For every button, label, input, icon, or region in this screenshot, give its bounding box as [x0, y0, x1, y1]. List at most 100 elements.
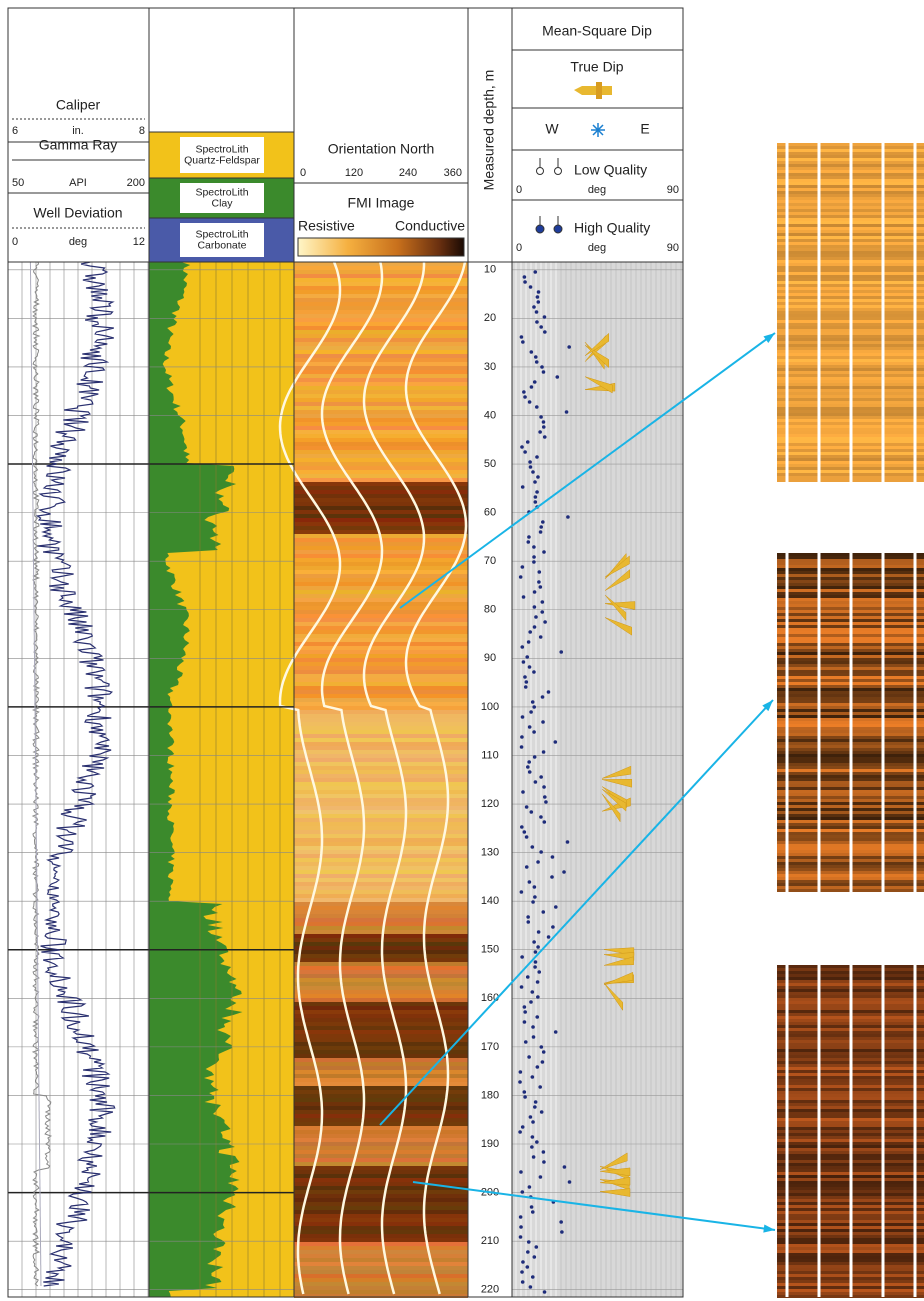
fmi-band — [294, 458, 468, 462]
dip-point — [523, 1095, 527, 1099]
dip-point — [540, 1045, 544, 1049]
dip-point — [531, 1275, 535, 1279]
fmi-band — [294, 1290, 468, 1294]
fmi-band — [294, 326, 468, 330]
fmi-band — [294, 1254, 468, 1258]
fmi-band — [294, 482, 468, 486]
dip-point — [531, 900, 535, 904]
low-quality-label: Low Quality — [574, 162, 647, 178]
fmi-band — [294, 1242, 468, 1246]
legend-label: Clay — [211, 197, 233, 209]
fmi-band — [294, 890, 468, 894]
fmi-band — [294, 830, 468, 834]
dip-point — [519, 1235, 523, 1239]
depth-tick-label: 100 — [481, 701, 499, 713]
dip-point — [531, 1120, 535, 1124]
fmi-band — [294, 770, 468, 774]
dip-point — [539, 325, 543, 329]
fmi-band — [294, 662, 468, 666]
dip-point — [525, 805, 529, 809]
fmi-band — [294, 798, 468, 802]
fmi-band — [294, 410, 468, 414]
dip-point — [533, 270, 537, 274]
fmi-band — [294, 686, 468, 690]
fmi-band — [294, 1250, 468, 1254]
fmi-band — [294, 966, 468, 970]
dip-point — [566, 515, 570, 519]
fmi-band — [294, 974, 468, 978]
dip-point — [528, 880, 532, 884]
fmi-band — [294, 402, 468, 406]
fmi-band — [294, 570, 468, 574]
dip-point — [543, 315, 547, 319]
scale-min: 50 — [12, 177, 24, 189]
fmi-band — [294, 882, 468, 886]
dip-point — [526, 1250, 530, 1254]
depth-label: Measured depth, m — [481, 70, 497, 191]
dip-point — [538, 430, 542, 434]
dip-point — [554, 1030, 558, 1034]
dip-point — [538, 1085, 542, 1089]
dip-point — [532, 1155, 536, 1159]
scale-unit: in. — [72, 125, 84, 137]
fmi-band — [294, 362, 468, 366]
dip-point — [526, 440, 530, 444]
fmi-band — [294, 1158, 468, 1162]
depth-tick-label: 120 — [481, 798, 499, 810]
dip-point — [559, 650, 563, 654]
fmi-band — [294, 414, 468, 418]
dip-point — [520, 1270, 524, 1274]
dip-point — [527, 1240, 531, 1244]
fmi-band — [294, 1070, 468, 1074]
fmi-band — [294, 650, 468, 654]
dip-point — [554, 905, 558, 909]
dip-point — [551, 925, 555, 929]
dip-point — [533, 625, 537, 629]
dip-point — [520, 445, 524, 449]
fmi-band — [294, 434, 468, 438]
dip-point — [532, 545, 536, 549]
fmi-band — [294, 374, 468, 378]
dip-point — [521, 715, 525, 719]
callout-head — [763, 333, 775, 343]
scale-max: 90 — [667, 242, 679, 254]
depth-tick-label: 150 — [481, 944, 499, 956]
fmi-band — [294, 514, 468, 518]
dip-point — [527, 1055, 531, 1059]
dip-point — [527, 640, 531, 644]
dip-point — [529, 1115, 533, 1119]
fmi-band — [294, 726, 468, 730]
fmi-band — [294, 518, 468, 522]
fmi-band — [294, 658, 468, 662]
dip-point — [544, 800, 548, 804]
fmi-band — [294, 530, 468, 534]
fmi-band — [294, 642, 468, 646]
fmi-band — [294, 1278, 468, 1282]
fmi-band — [294, 714, 468, 718]
dip-point — [521, 485, 525, 489]
dip-point — [547, 935, 551, 939]
west-label: W — [545, 121, 559, 137]
dip-point — [539, 850, 543, 854]
dip-point — [533, 480, 537, 484]
dip-point — [541, 910, 545, 914]
dip-point — [534, 1100, 538, 1104]
dip-point — [535, 320, 539, 324]
fmi-band — [294, 394, 468, 398]
dip-point — [533, 590, 537, 594]
fmi-band — [294, 526, 468, 530]
dip-point — [541, 520, 545, 524]
dip-point — [520, 955, 524, 959]
fmi-band — [294, 702, 468, 706]
fmi-band — [294, 718, 468, 722]
fmi-band — [294, 474, 468, 478]
well-log-figure: 1020304050607080901001101201301401501601… — [0, 0, 924, 1301]
dip-point — [535, 405, 539, 409]
fmi-band — [294, 914, 468, 918]
dip-point — [519, 1170, 523, 1174]
dip-point — [563, 1165, 567, 1169]
dip-point — [539, 815, 543, 819]
fmi-band — [294, 634, 468, 638]
fmi-band — [294, 690, 468, 694]
dip-point — [532, 730, 536, 734]
